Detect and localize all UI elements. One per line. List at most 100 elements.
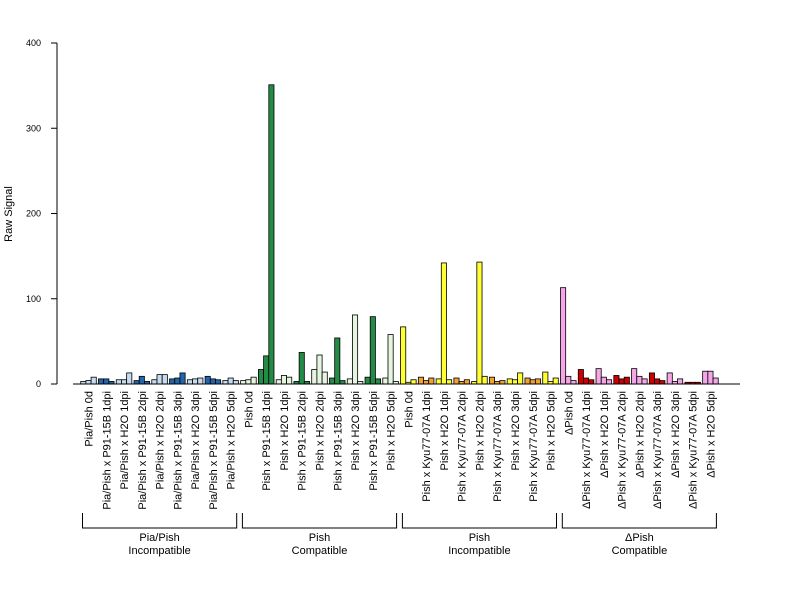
bar — [506, 378, 513, 385]
y-tick-label: 100 — [26, 294, 41, 304]
bar — [215, 379, 222, 385]
bar — [286, 376, 293, 385]
x-tick-label: Pish x P91-15B 1dpi — [261, 391, 273, 491]
bar — [257, 369, 264, 385]
x-tick-label: Pish x H2O 3dpi — [510, 391, 522, 470]
bar — [606, 379, 613, 385]
bar — [410, 379, 417, 385]
x-tick-label: Pish x H2O 2dpi — [315, 391, 327, 470]
bar — [275, 379, 282, 385]
group-label-line2: Compatible — [292, 545, 348, 557]
bar — [375, 378, 382, 385]
bar — [446, 379, 453, 385]
bar — [524, 377, 531, 385]
x-tick-label: Pish x H2O 5dpi — [546, 391, 558, 470]
x-tick-label: Pish x H2O 2dpi — [474, 391, 486, 470]
bar — [623, 376, 630, 385]
bar — [133, 380, 140, 385]
group-label-line1: Pish — [469, 532, 490, 544]
x-tick-label: ΔPish x Kyu77-07A 1dpi — [581, 391, 593, 509]
x-tick-label: ΔPish x Kyu77-07A 5dpi — [688, 391, 700, 509]
bar — [499, 380, 506, 385]
bar — [600, 376, 607, 385]
x-tick-label: Pish x Kyu77-07A 1dpi — [421, 391, 433, 502]
bar — [179, 372, 186, 385]
x-tick-label: ΔPish x Kyu77-07A 3dpi — [652, 391, 664, 509]
bar — [583, 377, 590, 385]
bar — [707, 370, 714, 385]
bar — [481, 375, 488, 385]
x-tick-label: ΔPish x H2O 5dpi — [705, 391, 717, 478]
bar — [329, 377, 336, 385]
bar — [552, 377, 559, 385]
bar — [161, 374, 168, 385]
bar — [174, 377, 181, 385]
bar — [263, 355, 270, 385]
bar — [346, 378, 353, 385]
bar — [115, 379, 122, 385]
bar — [245, 379, 252, 385]
x-tick-label: Pish x P91-15B 2dpi — [297, 391, 309, 491]
bar — [529, 379, 536, 385]
bar — [250, 376, 257, 385]
group-label-line2: Incompatible — [128, 545, 190, 557]
bar — [240, 380, 247, 385]
x-tick-label: Pia/Pish x H2O 2dpi — [155, 391, 167, 489]
bar — [517, 372, 524, 385]
bar — [428, 377, 435, 385]
group-bracket — [82, 513, 238, 529]
x-axis-labels: Pia/Pish 0d Pia/Pish x P91-15B 1dpi Pia/Pi… — [84, 391, 718, 510]
bar — [222, 380, 229, 385]
bar — [417, 376, 424, 385]
group-bracket — [561, 513, 717, 529]
y-tick-label: 400 — [26, 38, 41, 48]
bar — [151, 379, 158, 385]
bar — [382, 377, 389, 385]
bar — [636, 375, 643, 385]
x-tick-label: ΔPish 0d — [563, 391, 575, 435]
bar — [631, 368, 638, 385]
bar — [369, 316, 376, 385]
x-tick-label: Pish 0d — [243, 391, 255, 428]
bar — [387, 334, 394, 385]
bar — [654, 378, 661, 385]
x-tick-label: Pish x Kyu77-07A 3dpi — [492, 391, 504, 502]
bar — [85, 380, 92, 385]
bar — [339, 380, 346, 385]
bar — [138, 375, 145, 385]
bar — [209, 378, 216, 385]
bar — [565, 375, 572, 385]
bar — [156, 374, 163, 385]
bar — [334, 337, 341, 385]
bar — [463, 379, 470, 385]
group-brackets: Pia/PishIncompatiblePishCompatiblePishIn… — [82, 513, 717, 557]
bar — [126, 372, 133, 385]
bar — [577, 369, 584, 385]
x-tick-label: Pish 0d — [403, 391, 415, 428]
bar — [232, 380, 239, 385]
x-tick-label: Pia/Pish x H2O 5dpi — [226, 391, 238, 489]
bar — [90, 376, 97, 385]
bar — [321, 371, 328, 385]
group-label-line2: Incompatible — [448, 545, 510, 557]
y-axis-title: Raw Signal — [3, 186, 15, 242]
bar — [595, 368, 602, 385]
bar — [666, 372, 673, 385]
bar — [570, 380, 577, 385]
bar — [440, 262, 447, 385]
y-tick-label: 200 — [26, 209, 41, 219]
bar — [489, 376, 496, 385]
bar — [641, 378, 648, 385]
bar — [588, 379, 595, 385]
bar — [702, 370, 709, 385]
group-label-line1: Pish — [309, 532, 330, 544]
x-tick-label: ΔPish x H2O 3dpi — [670, 391, 682, 478]
bar — [316, 354, 323, 385]
x-tick-label: Pia/Pish 0d — [84, 391, 96, 447]
bar — [677, 378, 684, 385]
bar — [511, 379, 518, 385]
bar — [204, 375, 211, 385]
bar — [613, 375, 620, 385]
x-tick-label: Pish x H2O 1dpi — [439, 391, 451, 470]
